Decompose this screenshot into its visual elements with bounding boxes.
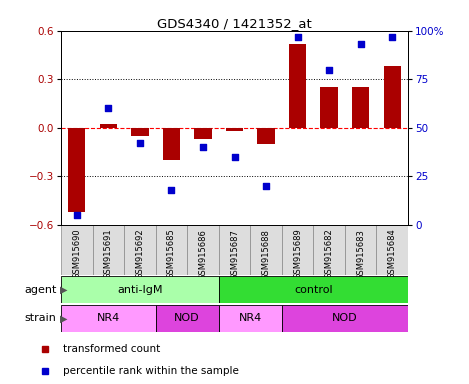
Bar [92, 225, 124, 275]
Point [294, 33, 302, 40]
Text: GSM915687: GSM915687 [230, 228, 239, 280]
Text: percentile rank within the sample: percentile rank within the sample [63, 366, 239, 376]
Text: GSM915686: GSM915686 [198, 228, 207, 280]
Text: agent: agent [24, 285, 56, 295]
Point [73, 212, 81, 218]
Bar [313, 225, 345, 275]
Text: GSM915690: GSM915690 [72, 228, 81, 279]
Bar [219, 305, 282, 332]
Text: ▶: ▶ [60, 313, 67, 323]
Point [105, 105, 112, 111]
Text: GSM915691: GSM915691 [104, 228, 113, 279]
Text: NOD: NOD [332, 313, 358, 323]
Bar [377, 225, 408, 275]
Bar [163, 128, 180, 160]
Bar [282, 305, 408, 332]
Text: GSM915688: GSM915688 [262, 228, 271, 280]
Bar [219, 225, 250, 275]
Title: GDS4340 / 1421352_at: GDS4340 / 1421352_at [157, 17, 312, 30]
Text: transformed count: transformed count [63, 344, 161, 354]
Bar [345, 225, 377, 275]
Bar [61, 276, 219, 303]
Bar [320, 87, 338, 128]
Point [231, 154, 238, 160]
Bar [226, 128, 243, 131]
Point [167, 187, 175, 193]
Point [199, 144, 207, 150]
Text: GSM915692: GSM915692 [136, 228, 144, 279]
Point [262, 183, 270, 189]
Bar [61, 305, 156, 332]
Point [325, 66, 333, 73]
Bar [156, 305, 219, 332]
Bar [61, 225, 92, 275]
Text: NR4: NR4 [97, 313, 120, 323]
Text: NOD: NOD [174, 313, 200, 323]
Text: GSM915682: GSM915682 [325, 228, 333, 280]
Text: ▶: ▶ [60, 285, 67, 295]
Bar [384, 66, 401, 128]
Bar [99, 124, 117, 128]
Text: GSM915689: GSM915689 [293, 228, 302, 280]
Text: control: control [294, 285, 333, 295]
Bar [219, 276, 408, 303]
Point [136, 140, 144, 146]
Text: strain: strain [24, 313, 56, 323]
Bar [250, 225, 282, 275]
Bar [289, 44, 306, 128]
Text: GSM915685: GSM915685 [167, 228, 176, 280]
Bar [282, 225, 313, 275]
Bar [124, 225, 156, 275]
Text: GSM915683: GSM915683 [356, 228, 365, 280]
Bar [352, 87, 370, 128]
Bar [187, 225, 219, 275]
Text: NR4: NR4 [239, 313, 262, 323]
Text: GSM915684: GSM915684 [388, 228, 397, 280]
Bar [194, 128, 212, 139]
Point [357, 41, 364, 47]
Point [388, 33, 396, 40]
Text: anti-IgM: anti-IgM [117, 285, 163, 295]
Bar [257, 128, 275, 144]
Bar [156, 225, 187, 275]
Bar [68, 128, 85, 212]
Bar [131, 128, 149, 136]
